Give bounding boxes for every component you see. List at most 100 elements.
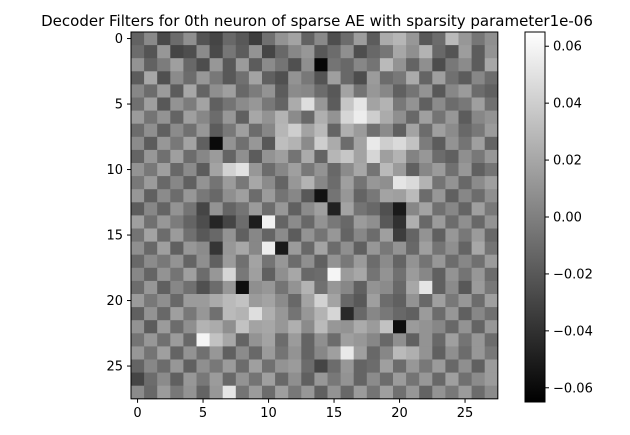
heatmap-cell (196, 241, 210, 256)
heatmap-cell (301, 215, 315, 229)
heatmap-cell (288, 123, 302, 138)
heatmap-cell (131, 202, 145, 216)
heatmap-cell (314, 228, 328, 242)
heatmap-cell (262, 202, 276, 216)
heatmap-cell (314, 176, 328, 190)
heatmap-cell (484, 333, 499, 347)
heatmap-cell (366, 71, 381, 85)
heatmap-cell (209, 189, 224, 203)
heatmap-cell (131, 84, 145, 98)
heatmap-cell (144, 372, 158, 387)
heatmap-cell (379, 45, 394, 59)
heatmap-cell (183, 359, 197, 373)
heatmap-cell (314, 163, 328, 177)
heatmap-cell (340, 294, 355, 308)
heatmap-cell (445, 32, 459, 46)
heatmap-cell (275, 280, 289, 295)
heatmap-cell (445, 215, 459, 229)
heatmap-cell (458, 359, 472, 373)
heatmap-cell (353, 307, 368, 321)
heatmap-cell (183, 136, 197, 151)
heatmap-cell (275, 123, 289, 138)
heatmap-cell (157, 189, 171, 203)
heatmap-cell (248, 123, 263, 138)
colorbar-tick-label: 0.00 (553, 211, 582, 226)
heatmap-cell (262, 359, 276, 373)
heatmap-cell (366, 58, 381, 72)
heatmap-cell (222, 320, 237, 334)
heatmap-cell (262, 149, 276, 164)
heatmap-cell (419, 71, 433, 85)
heatmap-cell (196, 110, 210, 125)
heatmap-cell (314, 71, 328, 85)
heatmap-cell (366, 189, 381, 203)
heatmap-cell (406, 254, 420, 269)
heatmap-cell (209, 241, 224, 256)
heatmap-cell (222, 189, 237, 203)
heatmap-cell (471, 385, 486, 400)
heatmap-cell (170, 385, 184, 400)
heatmap-cell (262, 136, 276, 151)
heatmap-cell (484, 32, 499, 46)
heatmap-cell (301, 280, 315, 295)
heatmap-cell (301, 176, 315, 190)
heatmap-cell (340, 136, 355, 151)
heatmap-cell (235, 45, 250, 59)
x-tick-label: 25 (457, 406, 474, 421)
heatmap-cell (419, 267, 433, 282)
heatmap-cell (353, 97, 368, 111)
heatmap-cell (222, 359, 237, 373)
heatmap-cell (131, 307, 145, 321)
heatmap-cell (353, 228, 368, 242)
heatmap-cell (393, 110, 407, 125)
heatmap-cell (196, 320, 210, 334)
heatmap-cell (314, 32, 328, 46)
heatmap-cell (314, 110, 328, 125)
heatmap-cell (419, 372, 433, 387)
heatmap-cell (366, 228, 381, 242)
heatmap-cell (379, 176, 394, 190)
heatmap-cell (196, 372, 210, 387)
heatmap-cell (458, 84, 472, 98)
heatmap-cell (157, 110, 171, 125)
heatmap-cell (471, 32, 486, 46)
heatmap-cell (235, 97, 250, 111)
heatmap-cell (144, 45, 158, 59)
heatmap-cell (196, 294, 210, 308)
heatmap-cell (275, 97, 289, 111)
heatmap-cell (222, 45, 237, 59)
heatmap-cell (471, 254, 486, 269)
heatmap-cell (144, 280, 158, 295)
heatmap-cell (406, 136, 420, 151)
heatmap-cell (157, 163, 171, 177)
heatmap-cell (406, 97, 420, 111)
heatmap-cell (170, 176, 184, 190)
colorbar-axis: 0.06 0.04 0.02 0.00 −0.02 −0.04 −0.06 (545, 40, 593, 396)
heatmap-cell (432, 202, 446, 216)
heatmap-cell (340, 71, 355, 85)
heatmap-cell (340, 110, 355, 125)
heatmap-cell (248, 189, 263, 203)
heatmap-cell (366, 385, 381, 400)
heatmap-cell (183, 254, 197, 269)
heatmap-cell (301, 32, 315, 46)
heatmap-cell (419, 359, 433, 373)
heatmap-cell (301, 189, 315, 203)
heatmap-cell (288, 215, 302, 229)
heatmap-cell (379, 32, 394, 46)
heatmap-cell (183, 123, 197, 138)
x-axis: 0 5 10 15 20 25 (133, 398, 474, 421)
heatmap-cell (314, 45, 328, 59)
heatmap-cell (288, 58, 302, 72)
heatmap-cell (419, 123, 433, 138)
heatmap-cell (432, 215, 446, 229)
heatmap-cell (432, 307, 446, 321)
heatmap-cell (445, 385, 459, 400)
heatmap-cell (144, 346, 158, 360)
heatmap-cell (327, 228, 341, 242)
heatmap-cell (183, 58, 197, 72)
heatmap-cell (275, 136, 289, 151)
heatmap-cell (222, 280, 237, 295)
heatmap-cell (183, 45, 197, 59)
y-tick-label: 15 (106, 229, 123, 244)
